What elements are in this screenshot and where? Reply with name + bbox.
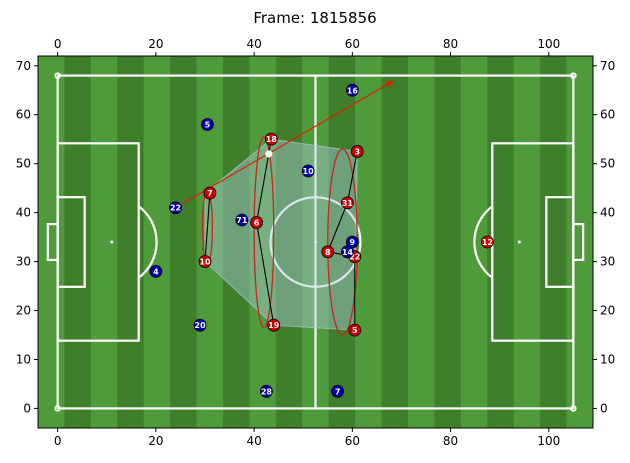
away-player: 7 xyxy=(332,385,344,397)
x-tick-label-top: 40 xyxy=(246,37,261,51)
grass-stripe xyxy=(434,56,460,428)
y-tick-label-right: 70 xyxy=(600,59,615,73)
x-tick-label-top: 20 xyxy=(148,37,163,51)
away-player: 16 xyxy=(346,84,358,96)
away-player: 20 xyxy=(194,319,206,331)
home-player-number: 6 xyxy=(254,218,260,227)
home-player: 8 xyxy=(322,246,334,258)
away-player: 14 xyxy=(341,246,353,258)
away-player: 4 xyxy=(150,265,162,277)
away-player-number: 22 xyxy=(170,204,181,213)
y-tick-label-left: 50 xyxy=(16,157,31,171)
away-player-number: 10 xyxy=(303,167,315,176)
y-tick-label-left: 0 xyxy=(23,401,31,415)
grass-stripe xyxy=(170,56,196,428)
x-tick-label-top: 80 xyxy=(443,37,458,51)
away-player: 10 xyxy=(302,165,314,177)
y-tick-label-right: 30 xyxy=(600,255,615,269)
home-player-number: 7 xyxy=(207,189,213,198)
home-player-number: 18 xyxy=(266,135,278,144)
home-player-number: 12 xyxy=(482,238,493,247)
away-player-number: 5 xyxy=(205,121,211,130)
away-player: 5 xyxy=(201,119,213,131)
away-player-number: 71 xyxy=(236,216,248,225)
grass-stripe xyxy=(64,56,90,428)
y-tick-label-right: 10 xyxy=(600,352,615,366)
home-player: 5 xyxy=(349,324,361,336)
away-player-number: 7 xyxy=(335,387,341,396)
ball xyxy=(265,150,272,157)
away-player: 71 xyxy=(236,214,248,226)
x-tick-label-bottom: 60 xyxy=(345,434,360,448)
home-player: 18 xyxy=(265,133,277,145)
y-tick-label-left: 10 xyxy=(16,352,31,366)
penalty-spot-left xyxy=(110,241,113,244)
y-tick-label-left: 40 xyxy=(16,206,31,220)
x-tick-label-bottom: 20 xyxy=(148,434,163,448)
x-tick-label-bottom: 40 xyxy=(246,434,261,448)
home-player: 12 xyxy=(481,236,493,248)
grass-stripe xyxy=(382,56,408,428)
y-tick-label-left: 20 xyxy=(16,304,31,318)
y-tick-label-right: 0 xyxy=(600,401,608,415)
home-player: 19 xyxy=(268,319,280,331)
away-player: 22 xyxy=(170,202,182,214)
home-player-number: 3 xyxy=(354,147,360,156)
x-tick-label-top: 60 xyxy=(345,37,360,51)
home-player-number: 5 xyxy=(352,326,358,335)
x-tick-label-bottom: 80 xyxy=(443,434,458,448)
x-tick-label-bottom: 0 xyxy=(54,434,62,448)
home-player: 3 xyxy=(351,145,363,157)
y-tick-label-right: 60 xyxy=(600,108,615,122)
grass-stripe xyxy=(540,56,566,428)
x-tick-label-top: 0 xyxy=(54,37,62,51)
y-tick-label-left: 70 xyxy=(16,59,31,73)
home-player-number: 8 xyxy=(325,248,331,257)
x-tick-label-bottom: 100 xyxy=(537,434,560,448)
away-player-number: 9 xyxy=(350,238,356,247)
away-player-number: 28 xyxy=(261,387,273,396)
home-player-number: 19 xyxy=(268,321,280,330)
away-player-number: 16 xyxy=(347,86,359,95)
away-player-number: 20 xyxy=(195,321,207,330)
home-player-number: 10 xyxy=(199,258,211,267)
y-tick-label-right: 20 xyxy=(600,304,615,318)
y-tick-label-left: 30 xyxy=(16,255,31,269)
y-tick-label-right: 50 xyxy=(600,157,615,171)
home-player: 6 xyxy=(251,216,263,228)
home-player-number: 31 xyxy=(342,199,354,208)
away-player: 28 xyxy=(260,385,272,397)
home-player: 31 xyxy=(341,197,353,209)
y-tick-label-right: 40 xyxy=(600,206,615,220)
x-tick-label-top: 100 xyxy=(537,37,560,51)
away-player-number: 4 xyxy=(153,267,159,276)
y-tick-label-left: 60 xyxy=(16,108,31,122)
penalty-spot-right xyxy=(518,241,521,244)
home-player: 10 xyxy=(199,256,211,268)
away-player-number: 14 xyxy=(342,248,354,257)
home-player: 7 xyxy=(204,187,216,199)
